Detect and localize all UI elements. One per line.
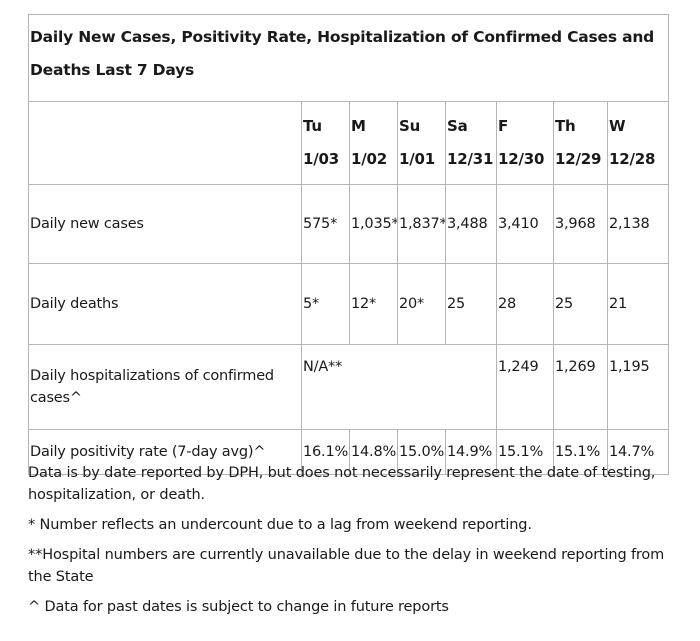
column-date: 1/03 [303,150,339,168]
row-label: Daily hospitalizations of confirmed case… [28,344,302,430]
column-header: W 12/28 [606,101,670,185]
row-label: Daily positivity rate (7-day avg)^ [28,429,302,475]
table-cell: 21 [606,263,670,345]
table-cell: 5* [301,263,350,345]
covid-data-table: Daily New Cases, Positivity Rate, Hospit… [27,14,670,475]
table-cell: 15.1% [553,429,608,475]
table-title: Daily New Cases, Positivity Rate, Hospit… [27,14,670,102]
column-day: Tu [303,117,322,135]
table-cell: 3,410 [496,184,554,264]
table-cell: 20* [397,263,446,345]
column-date: 12/29 [555,150,602,168]
table-row-daily-hospitalizations: Daily hospitalizations of confirmed case… [28,344,670,430]
column-header: F 12/30 [496,101,554,185]
table-cell: 16.1% [301,429,350,475]
table-row-daily-positivity-rate: Daily positivity rate (7-day avg)^ 16.1%… [28,429,670,475]
table-cell: 14.7% [606,429,670,475]
column-date: 1/01 [399,150,435,168]
column-day: Sa [447,117,468,135]
table-cell: 15.0% [397,429,446,475]
note-subject-to-change: ^ Data for past dates is subject to chan… [28,599,449,615]
column-day: Su [399,117,421,135]
column-header: Tu 1/03 [301,101,350,185]
column-header: M 1/02 [349,101,398,185]
column-header: Sa 12/31 [445,101,497,185]
column-day: W [609,117,626,135]
column-date: 1/02 [351,150,387,168]
table-cell: 1,035* [349,184,398,264]
table-cell: 2,138 [606,184,670,264]
note-reporting: Data is by date reported by DPH, but doe… [28,465,656,503]
table-cell: 1,195 [606,344,670,430]
footnotes: Data is by date reported by DPH, but doe… [28,462,678,626]
column-day: Th [555,117,576,135]
table-cell: 12* [349,263,398,345]
column-day: M [351,117,366,135]
table-cell: 1,837* [397,184,446,264]
note-hospital: **Hospital numbers are currently unavail… [28,547,665,585]
table-cell: 1,249 [496,344,554,430]
row-label: Daily deaths [28,263,302,345]
table-row-daily-new-cases: Daily new cases 575* 1,035* 1,837* 3,488… [28,184,670,264]
table-cell: 575* [301,184,350,264]
header-blank-cell [28,101,302,185]
note-undercount: * Number reflects an undercount due to a… [28,517,532,533]
column-day: F [498,117,509,135]
table-header-row: Tu 1/03 M 1/02 Su 1/01 Sa 12/31 F 12/30 Th 12/… [28,101,670,185]
column-date: 12/31 [447,150,494,168]
column-date: 12/30 [498,150,545,168]
covid-data-table-container: Daily New Cases, Positivity Rate, Hospit… [27,14,670,475]
row-label: Daily new cases [28,184,302,264]
table-cell: 3,488 [445,184,497,264]
table-cell: 1,269 [553,344,608,430]
table-cell: 25 [445,263,497,345]
column-header: Su 1/01 [397,101,446,185]
column-header: Th 12/29 [553,101,608,185]
table-row-daily-deaths: Daily deaths 5* 12* 20* 25 28 25 21 [28,263,670,345]
column-date: 12/28 [609,150,656,168]
table-cell: 3,968 [553,184,608,264]
table-cell: 28 [496,263,554,345]
table-cell: 25 [553,263,608,345]
unavailable-cell: N/A** [301,344,497,430]
